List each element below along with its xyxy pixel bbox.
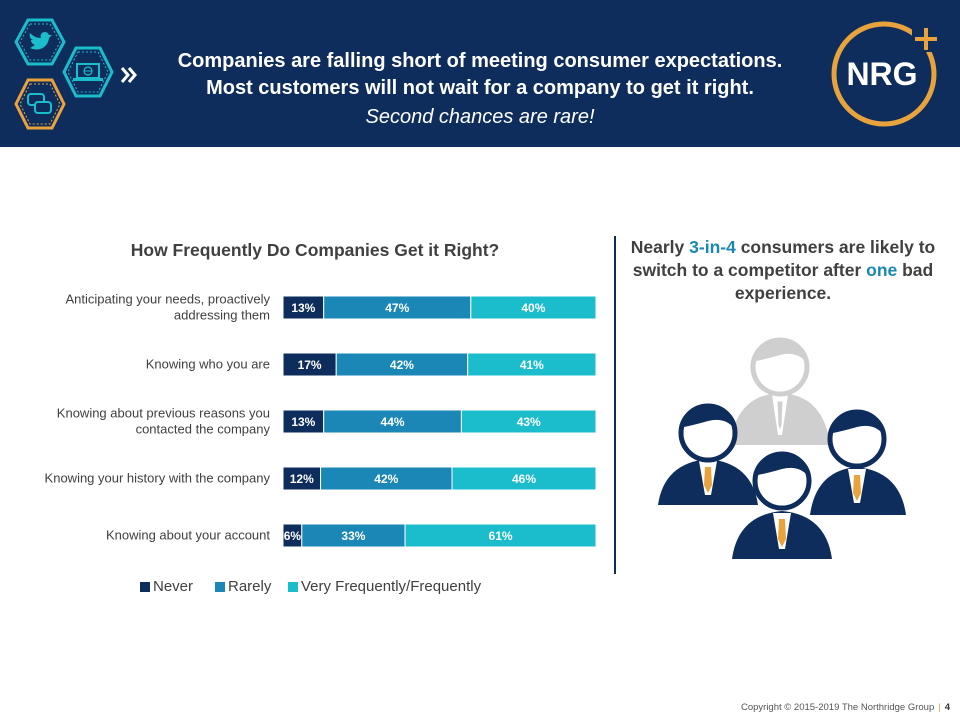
logo-text: NRG [846,56,917,92]
legend-item: Very Frequently/Frequently [288,578,481,595]
callout-part-3: bad experience. [734,260,934,303]
section-divider [614,236,616,574]
bar-data-label: 41% [520,358,544,372]
legend-swatch [288,581,298,592]
bar-data-label: 33% [341,529,365,543]
bar-segment [451,466,597,491]
page-number: 4 [944,702,950,713]
callout-highlight-one: one [866,260,898,280]
chat-bubbles-icon [14,78,66,130]
double-chevron-icon [120,67,137,83]
bar-data-label: 13% [291,415,315,429]
bar-data-label: 17% [298,358,322,372]
callout-highlight-3-in-4: 3-in-4 [689,237,736,257]
headline-line-3: Second chances are rare! [365,106,595,128]
people-illustration [658,337,906,559]
legend-label: Rarely [228,578,272,595]
twitter-icon [14,18,66,66]
category-label: Knowing about your account [106,528,270,543]
bar-segment [460,409,597,434]
bar-data-label: 47% [385,301,409,315]
bar-segment [404,523,597,548]
chart-title: How Frequently Do Companies Get it Right… [130,240,500,260]
category-label: Knowing about previous reasons you contac… [57,406,271,437]
stacked-bar-chart: Anticipating your needs, proactively addr… [45,292,597,548]
category-label: Knowing your history with the company [45,471,271,486]
bar-data-label: 43% [517,415,541,429]
bar-data-label: 44% [381,415,405,429]
category-label: Knowing who you are [146,357,270,372]
headline: Companies are falling short of meeting c… [150,48,810,132]
bar-data-label: 42% [390,358,414,372]
gray-person-icon [730,337,830,445]
bar-data-label: 46% [512,472,536,486]
navy-person-right-icon [810,409,906,515]
legend-label: Very Frequently/Frequently [301,578,482,595]
bar-data-label: 40% [521,301,545,315]
legend-label: Never [153,578,194,595]
bar-segment [467,352,597,377]
social-icon-cluster [14,18,137,130]
header-banner: Companies are falling short of meeting c… [0,0,960,147]
legend-item: Never [140,578,193,595]
nrg-logo: NRG [831,21,940,127]
footer: Copyright © 2015-2019 The Northridge Gro… [700,702,950,713]
bar-data-label: 6% [284,529,302,543]
category-label: Anticipating your needs, proactively addr… [65,292,270,323]
legend-item: Rarely [215,578,271,595]
callout-text: Nearly 3-in-4 consumers are likely to sw… [628,236,938,305]
bar-data-label: 42% [374,472,398,486]
headline-line-2: Most customers will not wait for a compa… [206,77,754,99]
navy-person-left-icon [658,403,758,505]
bar-data-label: 13% [291,301,315,315]
footer-separator: | [938,702,941,713]
legend-swatch [140,581,150,592]
copyright-text: Copyright © 2015-2019 The Northridge Gro… [740,702,935,713]
callout-part-1: Nearly [630,237,690,257]
headline-line-1: Companies are falling short of meeting c… [177,50,783,72]
legend-swatch [215,581,225,592]
callout-part-2: consumers are likely to switch to a comp… [632,237,936,280]
bar-data-label: 12% [290,472,314,486]
chart-legend: Never Rarely Very Frequently/Frequently [140,576,560,600]
navy-person-front-icon [732,451,832,559]
bar-segment [470,295,597,320]
bar-data-label: 61% [489,529,513,543]
laptop-globe-icon [62,46,114,98]
